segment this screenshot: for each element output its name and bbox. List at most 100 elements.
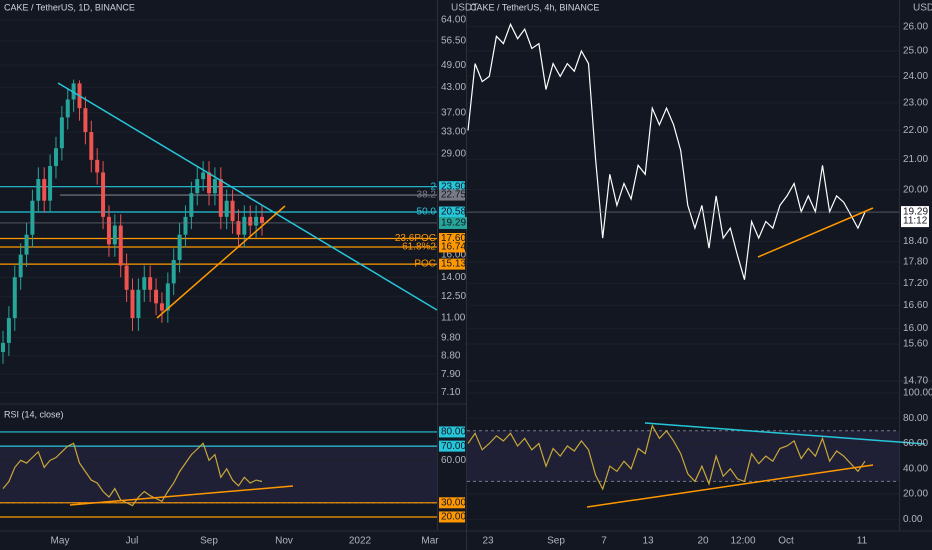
- candle-body: [71, 83, 76, 100]
- trend-line: [156, 205, 286, 319]
- trend-line: [757, 207, 874, 258]
- candle-body: [1, 342, 5, 353]
- series-line: [467, 424, 866, 491]
- price-badge-label: 16.74: [441, 242, 466, 253]
- y-tick-label: 100.00: [903, 387, 932, 398]
- y-tick-label: 9.80: [441, 332, 461, 343]
- rsi-band: [0, 446, 437, 503]
- candle-body: [12, 277, 17, 319]
- candle-body: [18, 254, 23, 278]
- y-tick-label: 14.70: [903, 376, 928, 387]
- y-tick-label: 25.00: [903, 46, 928, 57]
- x-tick-label: Oct: [778, 536, 794, 547]
- candle-body: [236, 221, 241, 235]
- y-tick-label: 37.00: [441, 107, 466, 118]
- y-tick-label: 18.40: [903, 236, 928, 247]
- x-tick-label: May: [51, 536, 70, 547]
- candle-body: [201, 172, 206, 180]
- price-badge: [439, 426, 465, 438]
- y-tick-label: 11.00: [441, 313, 466, 324]
- candle-body: [118, 225, 123, 266]
- y-tick-label: 16.00: [441, 249, 466, 260]
- x-tick-label: 13: [642, 536, 654, 547]
- series-line: [2, 442, 263, 507]
- candle-body: [159, 303, 164, 311]
- price-badge: [439, 511, 465, 523]
- x-tick-label: 2022: [349, 536, 372, 547]
- y-tick-label: 7.10: [441, 387, 461, 398]
- y-tick-label: 17.20: [903, 278, 928, 289]
- price-badge-label: 80.00: [441, 427, 466, 438]
- x-tick-label: Nov: [275, 536, 293, 547]
- last-price-label: 19.29: [903, 207, 928, 218]
- y-tick-label: 0.00: [903, 514, 923, 525]
- candle-body: [254, 216, 259, 226]
- price-badge-label: 20.00: [441, 512, 466, 523]
- y-tick-label: 7.90: [441, 369, 461, 380]
- axis-unit: USDT: [451, 3, 478, 14]
- candle-body: [112, 225, 117, 245]
- trend-line: [586, 464, 874, 508]
- price-badge-label: 20.58: [441, 207, 466, 218]
- candle-body: [171, 260, 176, 284]
- y-tick-label: 60.00: [903, 438, 928, 449]
- y-tick-label: 64.00: [441, 15, 466, 26]
- candle-body: [260, 216, 264, 223]
- candle-body: [230, 200, 235, 222]
- y-tick-label: 8.80: [441, 350, 461, 361]
- x-tick-label: 23: [482, 536, 494, 547]
- candle-body: [165, 283, 170, 311]
- y-tick-label: 21.00: [903, 154, 928, 165]
- y-tick-label: 17.80: [903, 257, 928, 268]
- level-tag: 50.0: [417, 207, 437, 218]
- candle-body: [148, 277, 153, 290]
- candle-body: [65, 99, 70, 118]
- x-tick-label: Sep: [200, 536, 218, 547]
- trend-line: [69, 485, 294, 506]
- y-tick-label: 43.00: [441, 82, 466, 93]
- y-tick-label: 16.00: [903, 323, 928, 334]
- price-badge-label: 23.90: [441, 181, 466, 192]
- candle-body: [130, 289, 135, 319]
- x-tick-label: Jul: [126, 536, 139, 547]
- candle-body: [95, 159, 100, 173]
- candle-body: [124, 265, 129, 290]
- y-tick-label: 20.00: [903, 184, 928, 195]
- trend-line: [57, 82, 438, 311]
- panel-title: RSI (14, close): [4, 409, 64, 419]
- price-badge: [439, 181, 465, 193]
- level-tag: 38.2: [417, 190, 437, 201]
- price-badge: [439, 189, 465, 201]
- x-tick-label: 11: [857, 536, 868, 547]
- countdown: 11:12: [903, 216, 928, 227]
- candle-body: [83, 108, 88, 133]
- y-tick-label: 22.00: [903, 125, 928, 136]
- y-tick-label: 49.00: [441, 60, 466, 71]
- level-tag: POC: [414, 259, 436, 270]
- candle-body: [42, 179, 47, 201]
- panel-title: CAKE / TetherUS, 4h, BINANCE: [470, 2, 599, 12]
- y-tick-label: 23.00: [903, 97, 928, 108]
- level-tag: 61.8%2: [402, 242, 436, 253]
- price-badge: [439, 440, 465, 452]
- last-price-badge: [439, 216, 467, 229]
- candle-body: [6, 318, 11, 343]
- y-tick-label: 80.00: [903, 413, 928, 424]
- x-tick-label: Sep: [547, 536, 565, 547]
- y-tick-label: 14.00: [441, 272, 466, 283]
- candle-body: [106, 216, 111, 245]
- rsi-band: [467, 430, 899, 482]
- candle-body: [142, 277, 147, 290]
- x-tick-label: 7: [601, 536, 607, 547]
- candle-body: [218, 179, 223, 217]
- price-badge: [439, 258, 465, 270]
- series-line: [467, 22, 866, 280]
- candle-body: [189, 193, 194, 217]
- y-tick-label: 24.00: [903, 71, 928, 82]
- candle-body: [177, 234, 182, 261]
- price-badge-label: 30.00: [441, 497, 466, 508]
- y-tick-label: 40.00: [903, 463, 928, 474]
- candle-body: [59, 117, 64, 149]
- candle-body: [136, 289, 141, 319]
- x-tick-label: 20: [697, 536, 709, 547]
